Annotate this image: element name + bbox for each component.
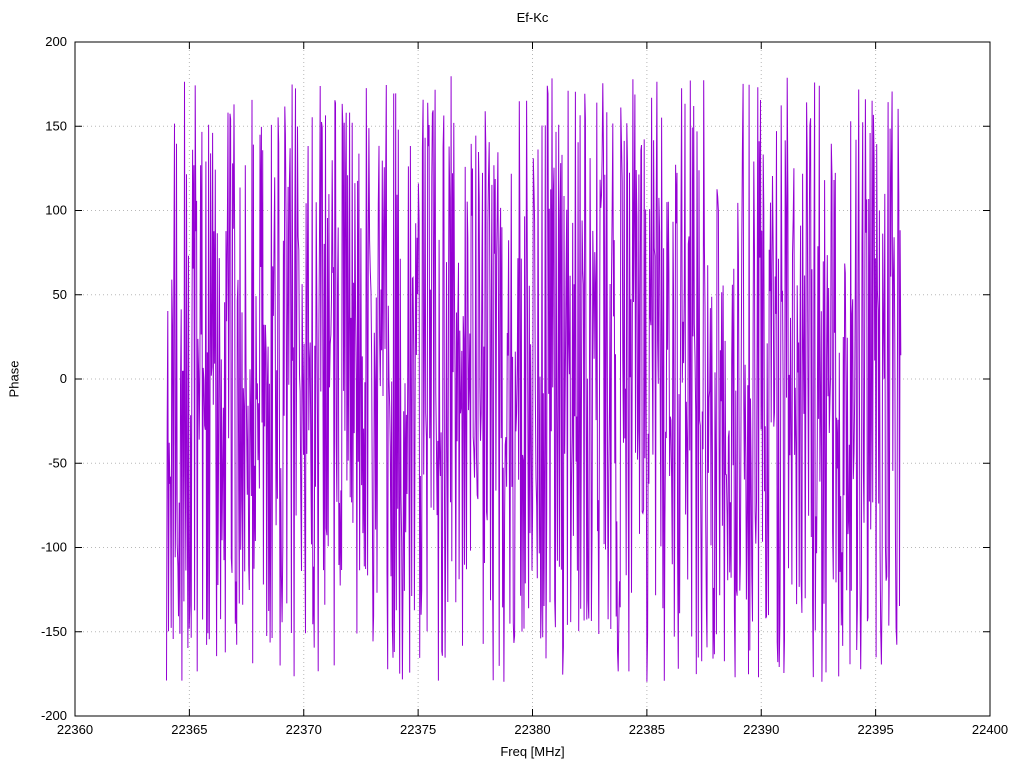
y-tick-label: -100 [41,540,67,555]
x-tick-label: 22395 [858,722,894,737]
x-tick-label: 22400 [972,722,1008,737]
y-tick-label: -50 [48,455,67,470]
x-tick-label: 22385 [629,722,665,737]
x-tick-label: 22360 [57,722,93,737]
y-axis-label: Phase [6,360,22,398]
y-tick-label: 50 [53,287,67,302]
x-axis-label: Freq [MHz] [500,744,565,759]
y-tick-label: -150 [41,624,67,639]
x-tick-label: 22370 [286,722,322,737]
y-tick-label: 150 [45,118,67,133]
x-tick-label: 22380 [514,722,550,737]
chart-title: Ef-Kc [516,10,549,25]
y-tick-label: -200 [41,708,67,723]
y-tick-label: 200 [45,34,67,49]
y-tick-label: 0 [60,371,67,386]
x-tick-label: 22365 [171,722,207,737]
phase-series-line [166,76,902,682]
x-tick-label: 22390 [743,722,779,737]
x-tick-label: 22375 [400,722,436,737]
y-tick-label: 100 [45,203,67,218]
